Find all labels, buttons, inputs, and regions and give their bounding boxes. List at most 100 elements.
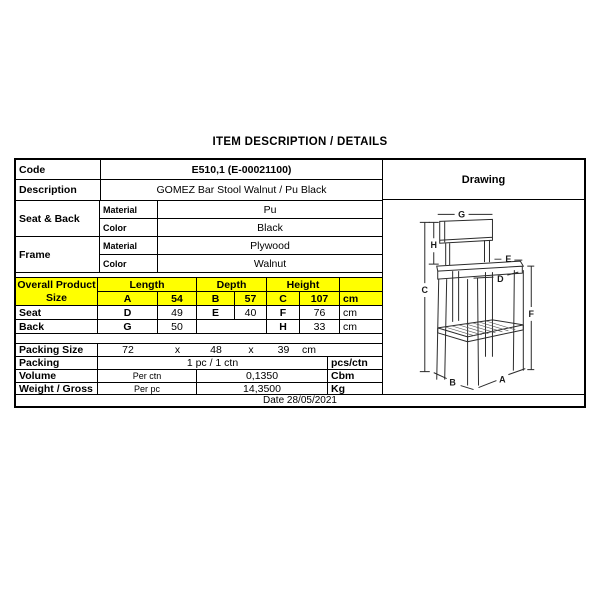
weight-per: Per pc [97,383,196,394]
description-value: GOMEZ Bar Stool Walnut / Pu Black [100,180,382,200]
drawing-header: Drawing [383,160,584,200]
volume-value: 0,1350 [196,370,327,382]
frame-label: Frame [19,248,51,261]
dim-letter: H [266,320,299,333]
dim-value: 50 [157,320,196,333]
dim-letter: F [266,306,299,319]
leg-back [484,272,493,357]
unit-cell: cm [339,306,382,319]
packing-value: 1 pc / 1 ctn [97,357,327,369]
overall-size-label: Overall Product Size [17,279,96,304]
dim-value: 49 [157,306,196,319]
packing-size-label: Packing Size [19,344,84,356]
unit-cell: cm [302,344,316,356]
description-row: Description GOMEZ Bar Stool Walnut / Pu … [16,179,382,200]
dim-value: 76 [299,306,339,319]
backrest [439,218,493,244]
seat-back-label: Seat & Back [19,212,80,225]
spec-table: Code E510,1 (E-00021100) Description GOM… [14,158,586,408]
packing-dim-2: 48 [210,344,222,356]
dim-line-d [473,271,519,279]
drawing-panel: Drawing [382,160,584,394]
depth-header: Depth [196,278,266,292]
leg-right [512,270,524,371]
post-below-seat [452,271,460,322]
dim-value: 33 [299,320,339,333]
back-row-label: Back [19,320,45,333]
dim-value: 40 [234,306,266,319]
seat-back-material-value: Pu [157,201,382,219]
page-title: ITEM DESCRIPTION / DETAILS [212,136,388,148]
overall-size-block: Overall Product Size Length Depth Height… [16,277,382,305]
frame-color-value: Walnut [157,255,382,272]
dim-label-g: G [458,209,465,219]
dim-label-f: F [529,309,535,319]
color-label: Color [103,222,127,233]
volume-per: Per ctn [97,370,196,382]
date-row: Date 28/05/2021 [16,394,584,406]
height-header: Height [266,278,339,292]
dim-value: 57 [234,292,266,305]
dim-letter: C [266,292,299,305]
packing-size-values: 72 x 48 x 39 cm [97,344,382,356]
table-body: Code E510,1 (E-00021100) Description GOM… [16,160,584,394]
dim-letter: A [97,292,157,305]
empty-cell [196,320,266,333]
packing-dim-3: 39 [277,344,290,356]
overall-values-row: A 54 B 57 C 107 cm [97,291,382,305]
dim-label-h: H [431,240,437,250]
dim-line-f [527,265,535,371]
material-label: Material [103,240,138,251]
leg-front [467,278,480,386]
code-value: E510,1 (E-00021100) [100,160,382,179]
dim-line-c [419,221,430,373]
volume-row: Volume Per ctn 0,1350 Cbm [16,369,382,382]
bar-stool-drawing: G H C E D F B A [419,209,535,391]
code-label: Code [19,163,46,176]
seat-back-color-row: Color Black [99,218,382,236]
spacer-row [16,333,382,343]
back-posts [445,240,490,266]
packing-size-row: Packing Size 72 x 48 x 39 cm [16,343,382,356]
dim-letter: B [196,292,234,305]
dim-line-h [428,221,439,265]
dim-line-a [478,368,526,389]
size-header-row: Length Depth Height [97,278,382,292]
unit-header-cell [339,278,382,292]
dim-value: 54 [157,292,196,305]
back-size-row: Back G 50 H 33 cm [16,319,382,333]
packing-row: Packing 1 pc / 1 ctn pcs/ctn [16,356,382,369]
color-label: Color [103,258,127,269]
dim-label-d: D [497,274,504,284]
packing-label: Packing [19,357,60,369]
seat-row-label: Seat [19,306,42,319]
seat [436,260,525,280]
packing-dim-1: 72 [122,344,134,356]
frame-material-row: Material Plywood [99,237,382,255]
dim-letter: E [196,306,234,319]
dim-value: 107 [299,292,339,305]
dim-letter: D [97,306,157,319]
dim-label-e: E [505,254,511,264]
material-label: Material [103,204,138,215]
dim-letter: G [97,320,157,333]
seat-size-row: Seat D 49 E 40 F 76 cm [16,305,382,319]
dim-label-c: C [422,285,429,295]
unit-cell: Kg [327,383,382,394]
date-value: Date 28/05/2021 [263,395,337,406]
frame-group: Frame Material Plywood Color Walnut [16,236,382,272]
seat-back-material-row: Material Pu [99,201,382,219]
unit-cell: Cbm [327,370,382,382]
footrest [437,319,524,343]
seat-back-group: Seat & Back Material Pu Color Black [16,200,382,236]
dim-label-a: A [499,375,506,385]
unit-cell: pcs/ctn [327,357,382,369]
times-sign: x [248,344,254,356]
unit-cell: cm [339,320,382,333]
spec-main-column: Code E510,1 (E-00021100) Description GOM… [16,160,382,394]
weight-label: Weight / Gross [19,383,93,394]
frame-color-row: Color Walnut [99,254,382,272]
times-sign: x [174,344,181,356]
weight-row: Weight / Gross Per pc 14,3500 Kg [16,382,382,394]
